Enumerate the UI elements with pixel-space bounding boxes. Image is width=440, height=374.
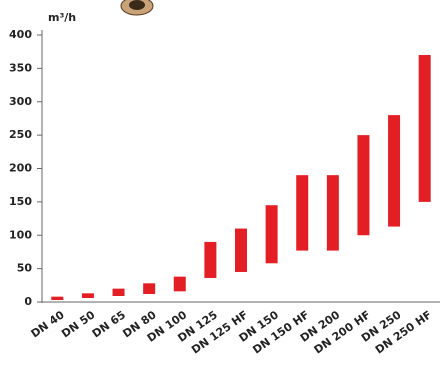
x-tick-label: DN 50 — [59, 308, 97, 340]
bar — [418, 55, 431, 202]
x-tick-label: DN 65 — [90, 308, 128, 340]
x-tick-label: DN 40 — [29, 308, 67, 340]
y-tick-label: 350 — [9, 61, 32, 74]
bar — [143, 283, 156, 294]
y-tick-label: 200 — [9, 162, 32, 175]
bar — [265, 205, 278, 264]
bar — [357, 135, 370, 236]
y-axis-label: m³/h — [48, 11, 76, 24]
bar — [235, 228, 247, 272]
valve-icon — [120, 0, 154, 16]
y-tick-label: 100 — [9, 228, 32, 241]
bar — [388, 115, 401, 227]
bar — [81, 293, 94, 298]
bar — [204, 241, 217, 278]
y-tick-label: 150 — [9, 195, 32, 208]
y-tick-label: 50 — [17, 262, 33, 275]
bar — [112, 288, 125, 296]
bar — [173, 276, 186, 292]
y-tick-label: 0 — [24, 295, 32, 308]
y-tick-label: 300 — [9, 95, 32, 108]
y-tick-label: 400 — [9, 28, 32, 41]
bar — [326, 175, 339, 251]
y-tick-label: 250 — [9, 128, 32, 141]
bar — [51, 296, 64, 300]
bar — [296, 175, 309, 251]
